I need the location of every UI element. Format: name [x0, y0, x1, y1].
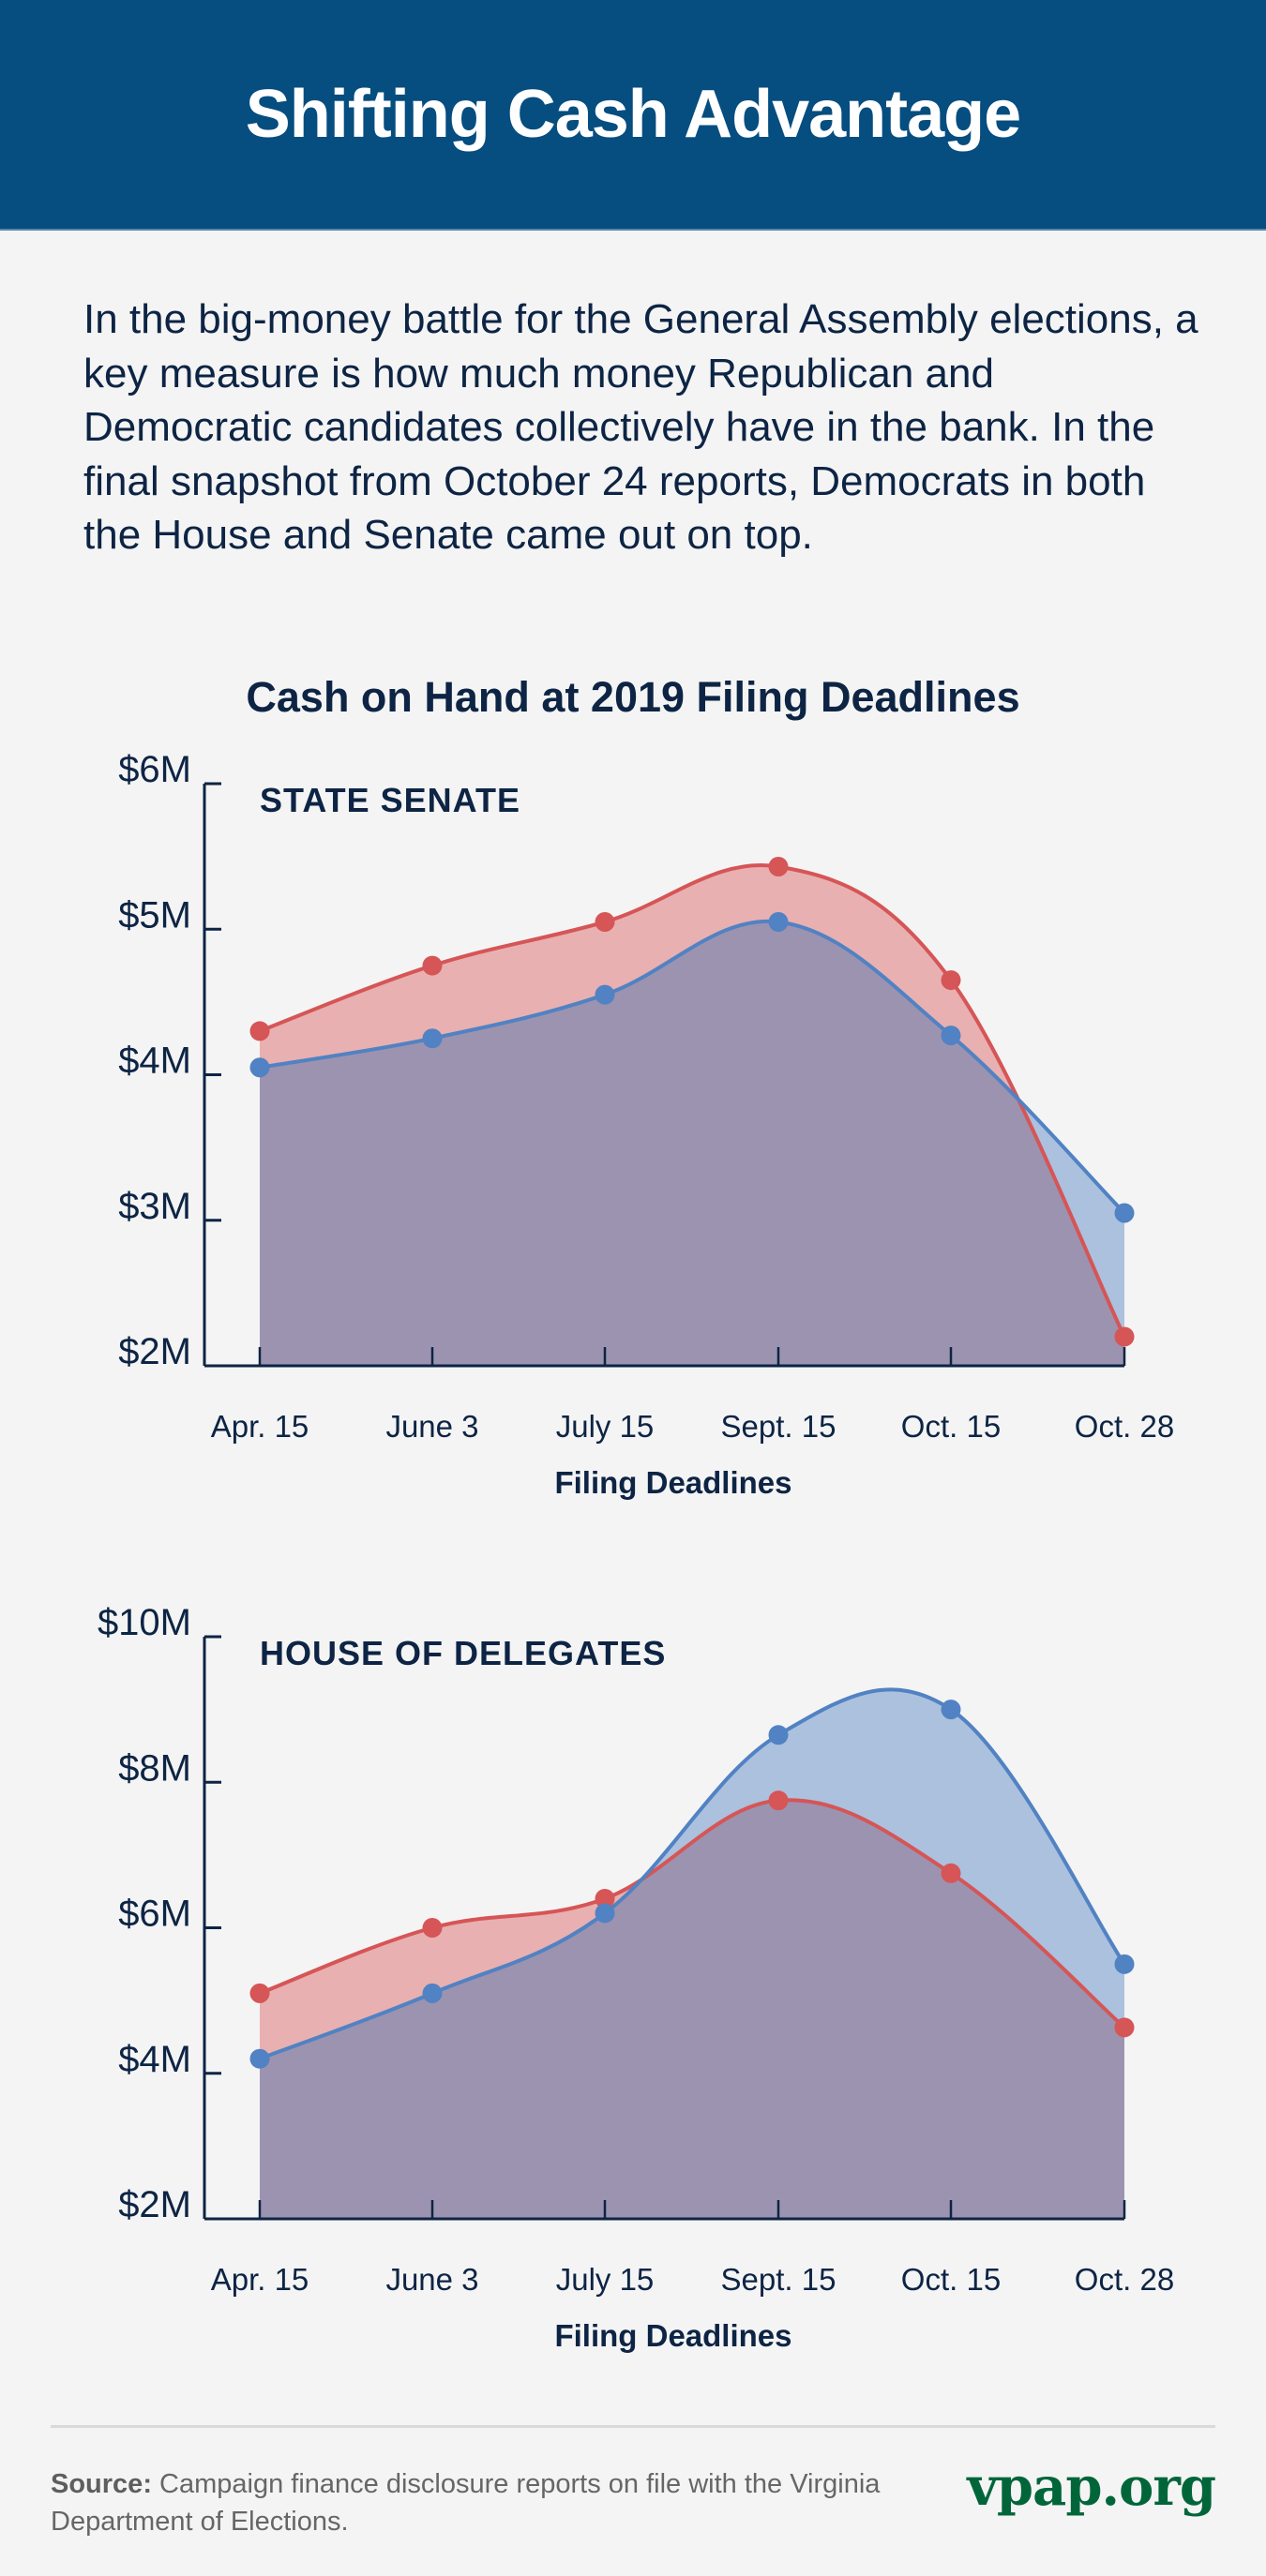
- democratic-point: [1114, 1954, 1135, 1974]
- republican-line: [259, 1798, 1126, 2029]
- republican-point: [941, 970, 961, 991]
- republican-point: [595, 1888, 615, 1909]
- y-tick-label: $4M: [118, 2039, 191, 2080]
- democratic-point: [249, 1057, 270, 1078]
- democratic-point: [422, 1028, 443, 1049]
- x-tick-label: Sept. 15: [721, 2262, 836, 2297]
- intro-paragraph: In the big-money battle for the General …: [83, 296, 1198, 558]
- republican-point: [941, 1863, 961, 1883]
- republican-line: [259, 863, 1126, 1338]
- x-tick-label: June 3: [385, 1409, 478, 1444]
- republican-point: [768, 856, 789, 876]
- y-tick-label: $4M: [118, 1041, 191, 1082]
- y-tick-label: $5M: [118, 894, 191, 936]
- x-axis-title: Filing Deadlines: [554, 2318, 791, 2353]
- democratic-point: [595, 984, 615, 1005]
- y-tick-label: $8M: [118, 1747, 191, 1789]
- x-tick-label: July 15: [556, 2262, 655, 2297]
- democratic-point: [595, 1903, 615, 1924]
- x-tick-label: Oct. 28: [1075, 2262, 1174, 2297]
- democratic-line: [259, 1687, 1126, 2061]
- vpap-logo[interactable]: vpap.org: [967, 2456, 1216, 2518]
- chart-title: Cash on Hand at 2019 Filing Deadlines: [246, 673, 1020, 721]
- source-label: Source:: [51, 2469, 152, 2499]
- x-tick-label: June 3: [385, 2262, 478, 2297]
- y-tick-label: $3M: [118, 1186, 191, 1227]
- republican-point: [249, 1983, 270, 2003]
- x-tick-label: Apr. 15: [211, 1409, 309, 1444]
- democratic-point: [941, 1700, 961, 1720]
- y-tick-label: $6M: [118, 1894, 191, 1935]
- x-tick-label: Apr. 15: [211, 2262, 309, 2297]
- footer-divider: [51, 2425, 1215, 2428]
- house-chart: $2M $4M $6M $8M $10M Apr. 15 June 3 July 15 Sept…: [98, 1603, 1174, 2353]
- democratic-point: [768, 1725, 789, 1745]
- republican-point: [422, 955, 443, 976]
- republican-point: [595, 911, 615, 932]
- x-tick-label: Oct. 15: [901, 2262, 1001, 2297]
- democratic-point: [768, 911, 789, 932]
- panel-title: HOUSE OF DELEGATES: [260, 1634, 666, 1672]
- page-title: Shifting Cash Advantage: [245, 77, 1021, 152]
- democratic-point: [249, 2048, 270, 2069]
- y-tick-label: $10M: [98, 1603, 191, 1643]
- y-tick-label: $6M: [118, 750, 191, 790]
- republican-point: [768, 1790, 789, 1811]
- x-axis-title: Filing Deadlines: [554, 1465, 791, 1500]
- header-banner: Shifting Cash Advantage: [0, 0, 1266, 231]
- x-tick-label: Oct. 15: [901, 1409, 1001, 1444]
- x-tick-label: Oct. 28: [1075, 1409, 1174, 1444]
- republican-point: [1114, 2017, 1135, 2038]
- x-tick-label: Sept. 15: [721, 1409, 836, 1444]
- democratic-point: [941, 1026, 961, 1046]
- senate-chart: $2M $3M $4M $5M $6M Apr. 15 June 3 July 15 Sept.…: [118, 750, 1174, 1500]
- source-text: Campaign finance disclosure reports on f…: [51, 2469, 881, 2537]
- republican-point: [422, 1918, 443, 1938]
- democratic-point: [422, 1983, 443, 2003]
- republican-point: [1114, 1326, 1135, 1347]
- y-tick-label: $2M: [118, 2184, 191, 2225]
- panel-title: STATE SENATE: [260, 781, 520, 819]
- overlap-area: [260, 921, 1124, 1366]
- source-note: Source: Campaign finance disclosure repo…: [51, 2465, 895, 2540]
- x-tick-label: July 15: [556, 1409, 655, 1444]
- democratic-point: [1114, 1203, 1135, 1223]
- republican-point: [249, 1021, 270, 1041]
- y-tick-label: $2M: [118, 1331, 191, 1372]
